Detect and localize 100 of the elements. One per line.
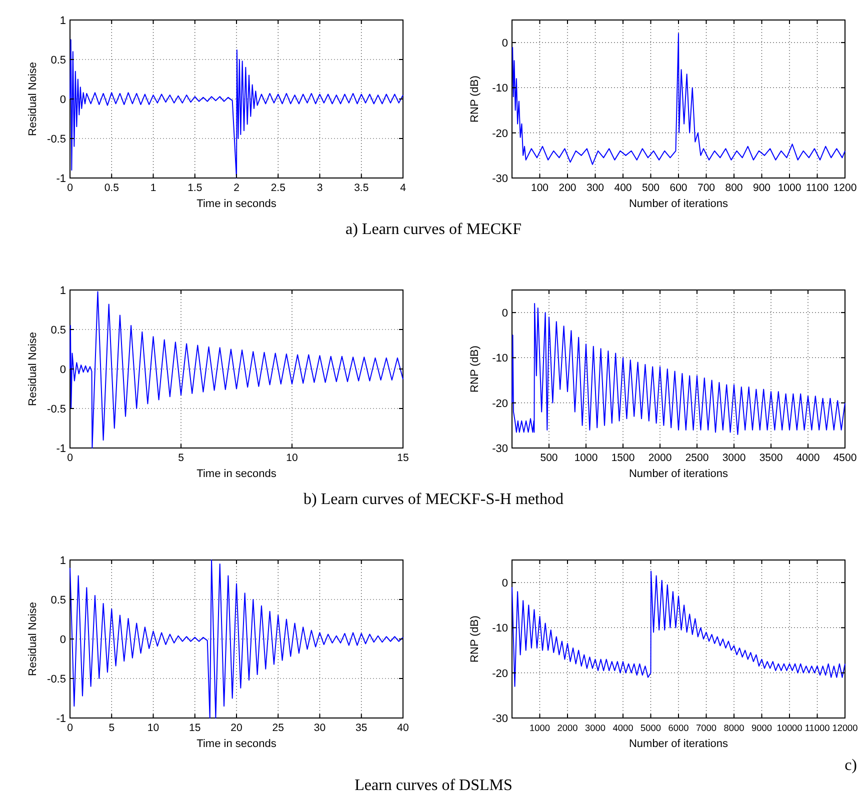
x-tick-label: 11000 (804, 723, 830, 733)
y-tick-label: 1 (60, 285, 66, 297)
y-tick-label: -0.5 (47, 674, 66, 686)
x-tick-label: 1.5 (188, 182, 202, 194)
x-tick-label: 4 (400, 182, 406, 194)
x-tick-label: 1 (150, 182, 156, 194)
x-tick-label: 10 (147, 722, 160, 734)
x-tick-label: 5 (108, 722, 115, 734)
x-tick-label: 2.5 (270, 182, 286, 194)
x-tick-label: 1000 (778, 182, 802, 194)
line-series (512, 33, 846, 165)
y-axis-title: Residual Noise (27, 602, 39, 676)
line-series (512, 303, 846, 435)
x-tick-label: 2 (234, 182, 240, 194)
x-tick-label: 1000 (530, 723, 550, 733)
y-tick-label: 0.5 (50, 324, 66, 336)
x-tick-label: 3 (316, 182, 323, 194)
y-tick-label: -1 (56, 173, 66, 185)
text: Learn curves of DSLMS (354, 777, 512, 791)
y-axis-title: RNP (dB) (469, 346, 481, 392)
x-tick-label: 30 (314, 722, 326, 734)
x-tick-label: 200 (558, 182, 576, 194)
x-tick-label: 10000 (776, 723, 802, 733)
x-tick-label: 1200 (833, 182, 857, 194)
x-tick-label: 6000 (668, 723, 689, 733)
x-tick-label: 5 (178, 452, 184, 464)
x-tick-label: 500 (642, 182, 660, 194)
x-tick-label: 4000 (612, 723, 634, 733)
x-axis-title: Number of iterations (628, 468, 729, 480)
y-tick-label: -1 (56, 713, 66, 725)
x-tick-label: 4500 (833, 452, 857, 464)
x-tick-label: 40 (397, 722, 409, 734)
x-tick-label: 400 (614, 182, 632, 194)
y-tick-label: -30 (492, 173, 508, 185)
y-tick-label: 1 (60, 555, 66, 567)
x-tick-label: 9000 (752, 723, 772, 733)
y-axis-title: Residual Noise (27, 62, 39, 136)
y-tick-label: -20 (492, 128, 508, 140)
x-tick-label: 1000 (574, 452, 598, 464)
x-tick-label: 600 (670, 182, 688, 194)
x-tick-label: 700 (697, 182, 716, 194)
line-series (70, 291, 404, 448)
x-axis-title: Time in seconds (196, 738, 277, 750)
x-tick-label: 3000 (722, 452, 746, 464)
x-tick-label: 8000 (724, 723, 744, 733)
y-tick-label: -1 (56, 443, 66, 455)
x-tick-label: 0 (67, 182, 74, 194)
x-tick-label: 900 (752, 182, 771, 194)
x-axis-title: Number of iterations (628, 198, 729, 210)
x-tick-label: 25 (272, 722, 284, 734)
y-tick-label: -0.5 (47, 134, 66, 146)
x-tick-label: 800 (725, 182, 743, 194)
y-axis-title: Residual Noise (27, 332, 39, 406)
y-tick-label: 1 (60, 15, 66, 27)
y-tick-label: -10 (492, 352, 508, 365)
x-tick-label: 3.5 (354, 182, 369, 194)
y-tick-label: 0 (60, 94, 66, 106)
y-tick-label: -30 (492, 443, 508, 455)
x-tick-label: 0 (67, 722, 74, 734)
x-tick-label: 35 (356, 722, 368, 734)
y-tick-label: -20 (492, 668, 508, 680)
x-tick-label: 12000 (832, 723, 858, 733)
y-tick-label: 0 (502, 578, 508, 590)
x-tick-label: 300 (586, 182, 604, 194)
y-tick-label: 0 (60, 364, 66, 376)
x-tick-label: 0.5 (104, 182, 120, 194)
text: c) (844, 757, 857, 774)
line-series (70, 39, 404, 178)
x-tick-label: 15 (189, 722, 201, 734)
x-tick-label: 2000 (648, 452, 672, 464)
y-axis-title: RNP (dB) (469, 616, 481, 662)
x-tick-label: 3500 (759, 452, 783, 464)
x-tick-label: 20 (230, 722, 242, 734)
x-tick-label: 7000 (696, 723, 716, 733)
x-tick-label: 3000 (585, 723, 606, 733)
y-tick-label: 0.5 (50, 54, 66, 66)
text: a) Learn curves of MECKF (346, 221, 522, 238)
text: b) Learn curves of MECKF-S-H method (304, 491, 564, 508)
x-tick-label: 2000 (557, 723, 578, 733)
line-series (70, 560, 404, 718)
y-tick-label: 0.5 (50, 594, 66, 606)
y-tick-label: -30 (492, 713, 508, 725)
y-axis-title: RNP (dB) (469, 76, 481, 122)
x-tick-label: 100 (530, 182, 549, 194)
line-series (512, 570, 846, 687)
y-tick-label: -0.5 (47, 404, 66, 416)
x-tick-label: 0 (67, 452, 74, 464)
x-tick-label: 500 (540, 452, 558, 464)
x-tick-label: 2500 (685, 452, 709, 464)
x-axis-title: Time in seconds (196, 198, 277, 210)
x-axis-title: Number of iterations (628, 738, 729, 750)
x-tick-label: 1500 (611, 452, 635, 464)
y-tick-label: -10 (492, 622, 508, 635)
x-tick-label: 10 (286, 452, 298, 464)
y-tick-label: 0 (502, 38, 508, 50)
y-tick-label: 0 (60, 634, 66, 646)
y-tick-label: -10 (492, 82, 508, 95)
x-tick-label: 1100 (806, 182, 829, 194)
x-tick-label: 15 (397, 452, 409, 464)
x-tick-label: 5000 (640, 723, 661, 733)
